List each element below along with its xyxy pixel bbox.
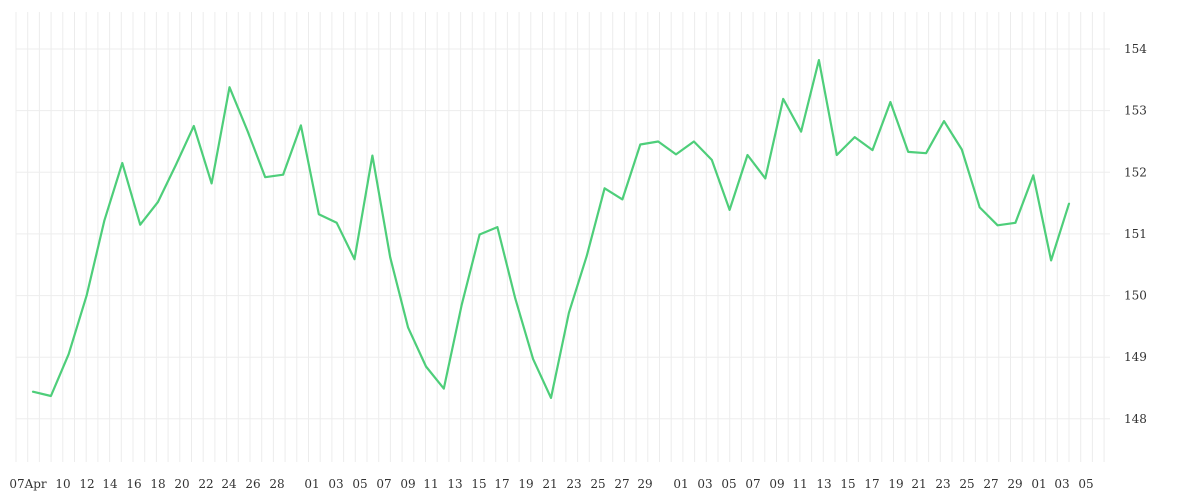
horizontal-gridlines xyxy=(16,48,1110,420)
x-axis-ticks: 07Apr 10 12 14 16 18 20 22 24 26 28 01 03 05 07 09 11 13 1… xyxy=(9,477,1093,491)
x-tick-label: 09 xyxy=(769,477,784,491)
x-tick-label: 29 xyxy=(637,477,652,491)
x-tick-label: 05 xyxy=(352,477,367,491)
x-tick-label: 15 xyxy=(471,477,486,491)
x-tick-label: 21 xyxy=(911,477,926,491)
x-tick-label: 21 xyxy=(542,477,557,491)
x-tick-label: 01 xyxy=(1031,477,1046,491)
price-series-line xyxy=(31,58,1071,399)
x-tick-label: 25 xyxy=(959,477,974,491)
x-tick-label: 14 xyxy=(102,477,118,491)
x-tick-label: 27 xyxy=(614,477,629,491)
x-tick-label: 24 xyxy=(221,477,237,491)
x-tick-label: 15 xyxy=(840,477,855,491)
x-tick-label: 13 xyxy=(816,477,831,491)
x-tick-label: 05 xyxy=(721,477,736,491)
series-layer xyxy=(31,58,1071,399)
x-tick-label: 28 xyxy=(269,477,284,491)
x-tick-label: 18 xyxy=(150,477,165,491)
x-tick-label: 17 xyxy=(864,477,879,491)
y-tick-label: 152 xyxy=(1124,165,1147,179)
x-tick-label: 07 xyxy=(745,477,760,491)
x-tick-label: 07 xyxy=(376,477,391,491)
x-tick-label: 05 xyxy=(1078,477,1093,491)
x-tick-label: 09 xyxy=(400,477,415,491)
x-tick-label: 07Apr xyxy=(9,477,47,491)
y-axis-ticks: 148 149 150 151 152 153 154 xyxy=(1124,42,1147,426)
y-tick-label: 153 xyxy=(1124,104,1147,118)
x-tick-label: 23 xyxy=(566,477,581,491)
x-tick-label: 29 xyxy=(1007,477,1022,491)
x-tick-label: 17 xyxy=(494,477,509,491)
x-tick-label: 23 xyxy=(935,477,950,491)
x-tick-label: 20 xyxy=(174,477,189,491)
y-tick-label: 150 xyxy=(1124,289,1147,303)
x-tick-label: 19 xyxy=(888,477,903,491)
x-tick-label: 03 xyxy=(697,477,712,491)
x-tick-label: 25 xyxy=(590,477,605,491)
vertical-gridlines xyxy=(15,12,1105,462)
x-tick-label: 03 xyxy=(1054,477,1069,491)
x-tick-label: 16 xyxy=(126,477,141,491)
x-tick-label: 19 xyxy=(518,477,533,491)
x-tick-label: 01 xyxy=(304,477,319,491)
x-tick-label: 12 xyxy=(79,477,94,491)
y-tick-label: 151 xyxy=(1124,227,1147,241)
x-tick-label: 27 xyxy=(983,477,998,491)
x-tick-label: 13 xyxy=(447,477,462,491)
x-tick-label: 26 xyxy=(245,477,260,491)
x-tick-label: 10 xyxy=(55,477,70,491)
y-tick-label: 149 xyxy=(1124,350,1147,364)
x-tick-label: 22 xyxy=(198,477,213,491)
x-tick-label: 03 xyxy=(328,477,343,491)
y-tick-label: 154 xyxy=(1124,42,1147,56)
x-tick-label: 01 xyxy=(673,477,688,491)
x-tick-label: 11 xyxy=(792,477,807,491)
y-tick-label: 148 xyxy=(1124,412,1147,426)
x-tick-label: 11 xyxy=(423,477,438,491)
